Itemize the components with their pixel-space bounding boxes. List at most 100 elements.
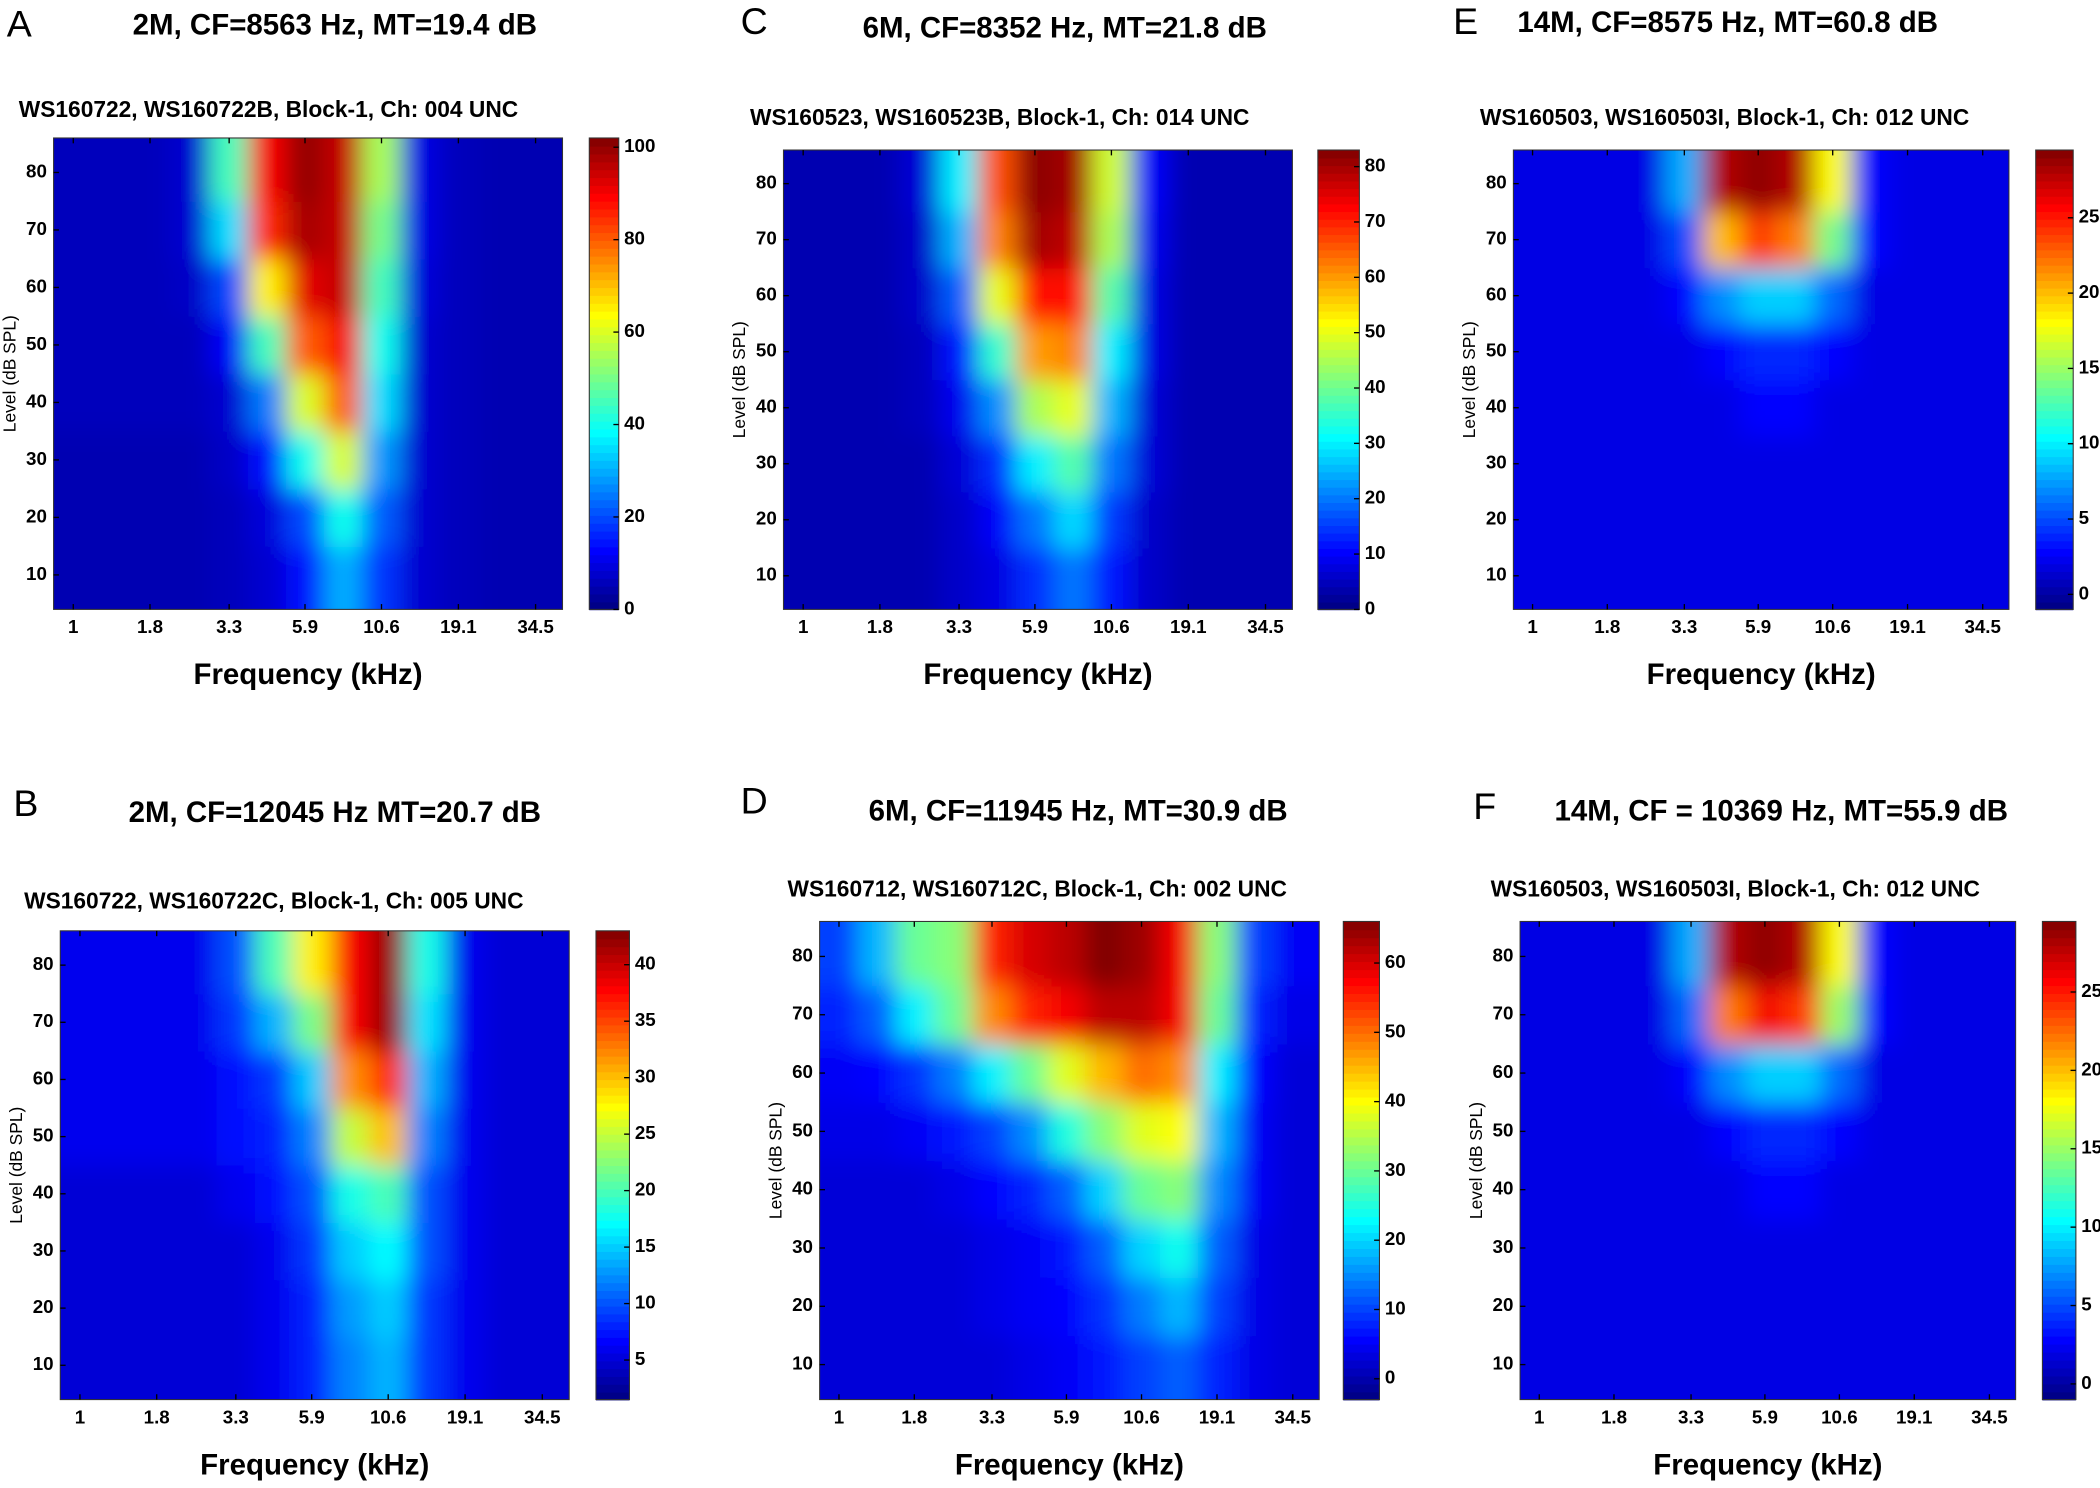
heatmap [53,137,563,610]
heatmap-cell [819,1102,859,1162]
heatmap-cell [1709,1277,1747,1337]
heatmap-cell [477,488,518,547]
heatmap-cell [477,373,518,432]
colorbar-segment [589,247,619,257]
heatmap-cell [1851,323,1890,381]
heatmap-cell [1626,150,1667,213]
panel-letter: D [741,780,768,822]
colorbar-segment [589,373,619,383]
colorbar-segment [1343,1160,1380,1170]
chart-subtitle: WS160503, WS160503I, Block-1, Ch: 012 UN… [1480,104,1969,130]
colorbar-segment [589,483,619,493]
colorbar-segment [1317,448,1360,458]
colorbar-segment [2035,349,2074,358]
colorbar-segment [2042,1104,2076,1114]
heatmap-cell [1520,985,1560,1045]
heatmap-cell [53,137,94,202]
colorbar-segment [1343,977,1380,987]
heatmap-cell [131,546,171,610]
heatmap-cell [1558,1218,1597,1278]
colorbar-segment [1317,387,1360,396]
colorbar-segment [2035,287,2074,297]
colorbar-segment [1343,1272,1380,1281]
colorbar-segment [2042,1096,2076,1106]
colorbar-tick-label: 60 [1385,951,1406,972]
heatmap-cell [1122,921,1161,987]
heatmap-cell [1168,491,1209,549]
x-tick-label: 19.1 [440,616,477,637]
heatmap-cell [972,985,1012,1045]
colorbar-segment [595,1212,630,1221]
heatmap-cell [1626,379,1667,437]
heatmap-cell [137,1279,178,1338]
colorbar-segment [1343,1311,1380,1321]
heatmap-cell [1273,1043,1320,1103]
chart-title: 14M, CF=8575 Hz, MT=60.8 dB [1517,6,1938,39]
y-tick-label: 30 [792,1236,813,1257]
heatmap-cell [1926,267,1965,325]
colorbar-segment [589,601,619,611]
colorbar-segment [2042,985,2076,994]
heatmap-cell [1672,1335,1710,1400]
colorbar-segment [2042,1383,2076,1393]
colorbar-segment [589,507,619,516]
heatmap-cell [1702,435,1741,493]
y-tick-label: 30 [26,448,47,469]
y-tick-label: 20 [1493,1294,1514,1315]
heatmap-cell [523,1336,570,1400]
colorbar-segment [2035,356,2074,366]
colorbar-segment [589,475,619,485]
heatmap-cell [819,1335,859,1400]
heatmap-cell [285,316,325,375]
heatmap-cell [254,1108,294,1166]
x-tick-label: 34.5 [524,1406,561,1427]
heatmap-cell [783,211,824,269]
colorbar-segment [2035,540,2074,549]
heatmap-cell [1857,1277,1897,1337]
colorbar-segment [1317,211,1360,220]
panel-letter: E [1453,0,1478,42]
heatmap-cell [1047,1160,1086,1220]
colorbar-segment [2035,410,2074,419]
heatmap-cell [523,930,570,995]
panel-letter: C [741,0,768,42]
heatmap-cell [1513,267,1553,325]
heatmap-cell [1520,1277,1560,1337]
plot-area [1513,150,2009,610]
heatmap-cell [900,491,941,549]
heatmap-cell [484,993,524,1052]
heatmap-cell [1970,1277,2016,1337]
colorbar-segment [595,1368,630,1377]
heatmap-cell [1207,150,1247,213]
colorbar-segment [2042,1088,2076,1098]
heatmap-cell [176,1108,218,1166]
heatmap-cell [484,1108,524,1166]
heatmap-cell [1851,435,1890,493]
heatmap-cell [1739,379,1778,437]
colorbar-segment [1343,961,1380,971]
heatmap-cell [254,993,294,1052]
colorbar-segment [595,1391,630,1401]
heatmap-cell [858,985,897,1045]
heatmap-cell [1933,1043,1972,1103]
colorbar-segment [589,546,619,556]
colorbar-segment [589,405,619,414]
heatmap-cell [1246,150,1293,213]
colorbar-segment [595,1133,630,1143]
colorbar-segment [589,491,619,501]
heatmap-cell [900,150,941,213]
heatmap-cell [1895,921,1934,987]
heatmap-cell [1589,379,1628,437]
colorbar-segment [2035,241,2074,251]
heatmap-cell [1739,547,1778,610]
colorbar-segment [1343,1335,1380,1345]
colorbar-segment [595,1282,630,1292]
heatmap-cell [1047,1335,1086,1400]
heatmap-cell [1198,921,1237,987]
heatmap-cell [1820,1335,1859,1400]
colorbar-segment [2035,594,2074,603]
heatmap-cell [1053,323,1093,381]
heatmap-cell [53,258,94,317]
heatmap-cell [60,993,101,1052]
colorbar-segment [2042,1025,2076,1034]
